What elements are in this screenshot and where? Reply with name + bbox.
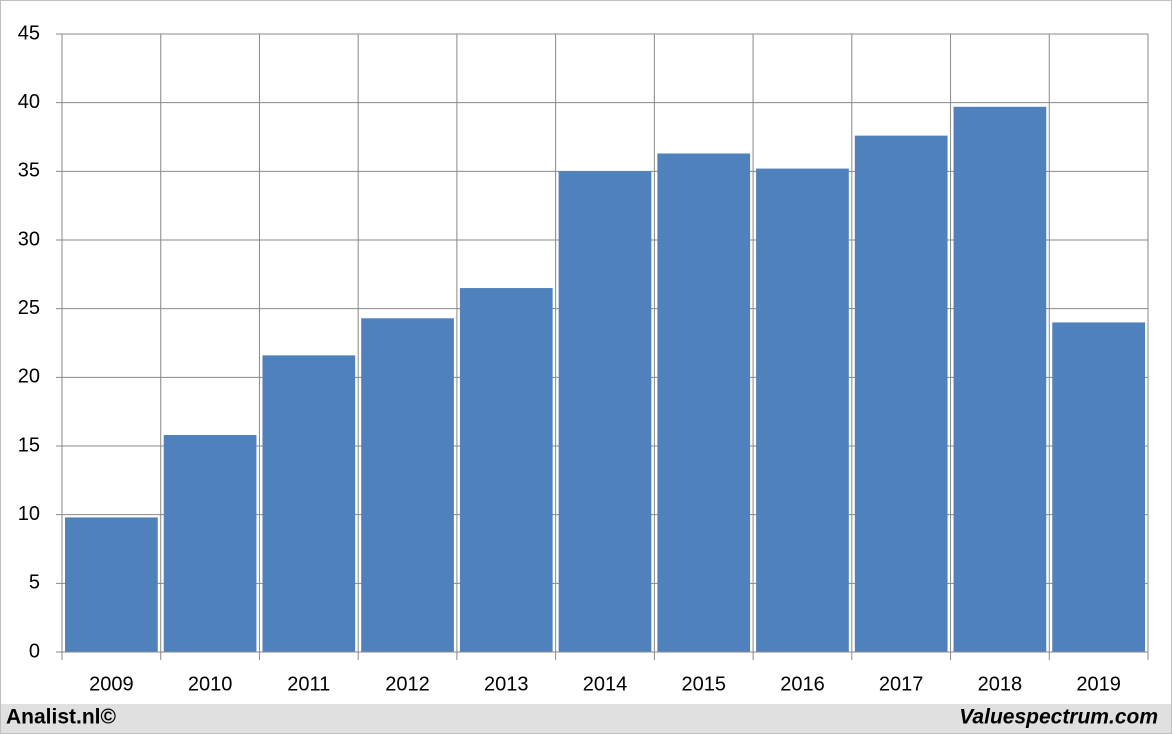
y-tick-label: 15 (18, 434, 40, 456)
y-tick-label: 25 (18, 297, 40, 319)
bar (459, 288, 553, 652)
footer-band (1, 704, 1171, 733)
bar (361, 318, 454, 652)
x-tick-label: 2011 (287, 673, 330, 695)
bar (163, 435, 257, 652)
y-tick-label: 5 (29, 572, 40, 594)
y-tick-label: 0 (29, 640, 40, 662)
x-tick-label: 2019 (1076, 673, 1121, 695)
bar (1052, 322, 1145, 652)
bar (854, 135, 948, 653)
x-tick-label: 2010 (188, 673, 233, 695)
bar (262, 355, 356, 652)
credit-left: Analist.nl© (6, 706, 117, 729)
y-tick-label: 20 (18, 366, 40, 388)
x-tick-label: 2009 (89, 673, 134, 695)
y-tick-label: 10 (18, 503, 40, 525)
y-tick-label: 35 (18, 160, 40, 182)
x-tick-label: 2014 (583, 673, 628, 695)
x-tick-label: 2016 (780, 673, 825, 695)
bar (558, 171, 652, 653)
bar (65, 517, 158, 652)
x-tick-label: 2015 (681, 673, 726, 695)
y-tick-label: 40 (18, 91, 40, 113)
x-tick-label: 2012 (385, 673, 430, 695)
credit-right: Valuespectrum.com (959, 706, 1158, 729)
x-tick-label: 2017 (879, 673, 924, 695)
y-tick-label: 45 (18, 22, 40, 44)
y-tick-label: 30 (18, 228, 40, 250)
x-tick-label: 2018 (978, 673, 1023, 695)
bar (756, 168, 849, 652)
bar (657, 153, 751, 653)
x-tick-label: 2013 (484, 673, 529, 695)
bar (953, 106, 1047, 652)
